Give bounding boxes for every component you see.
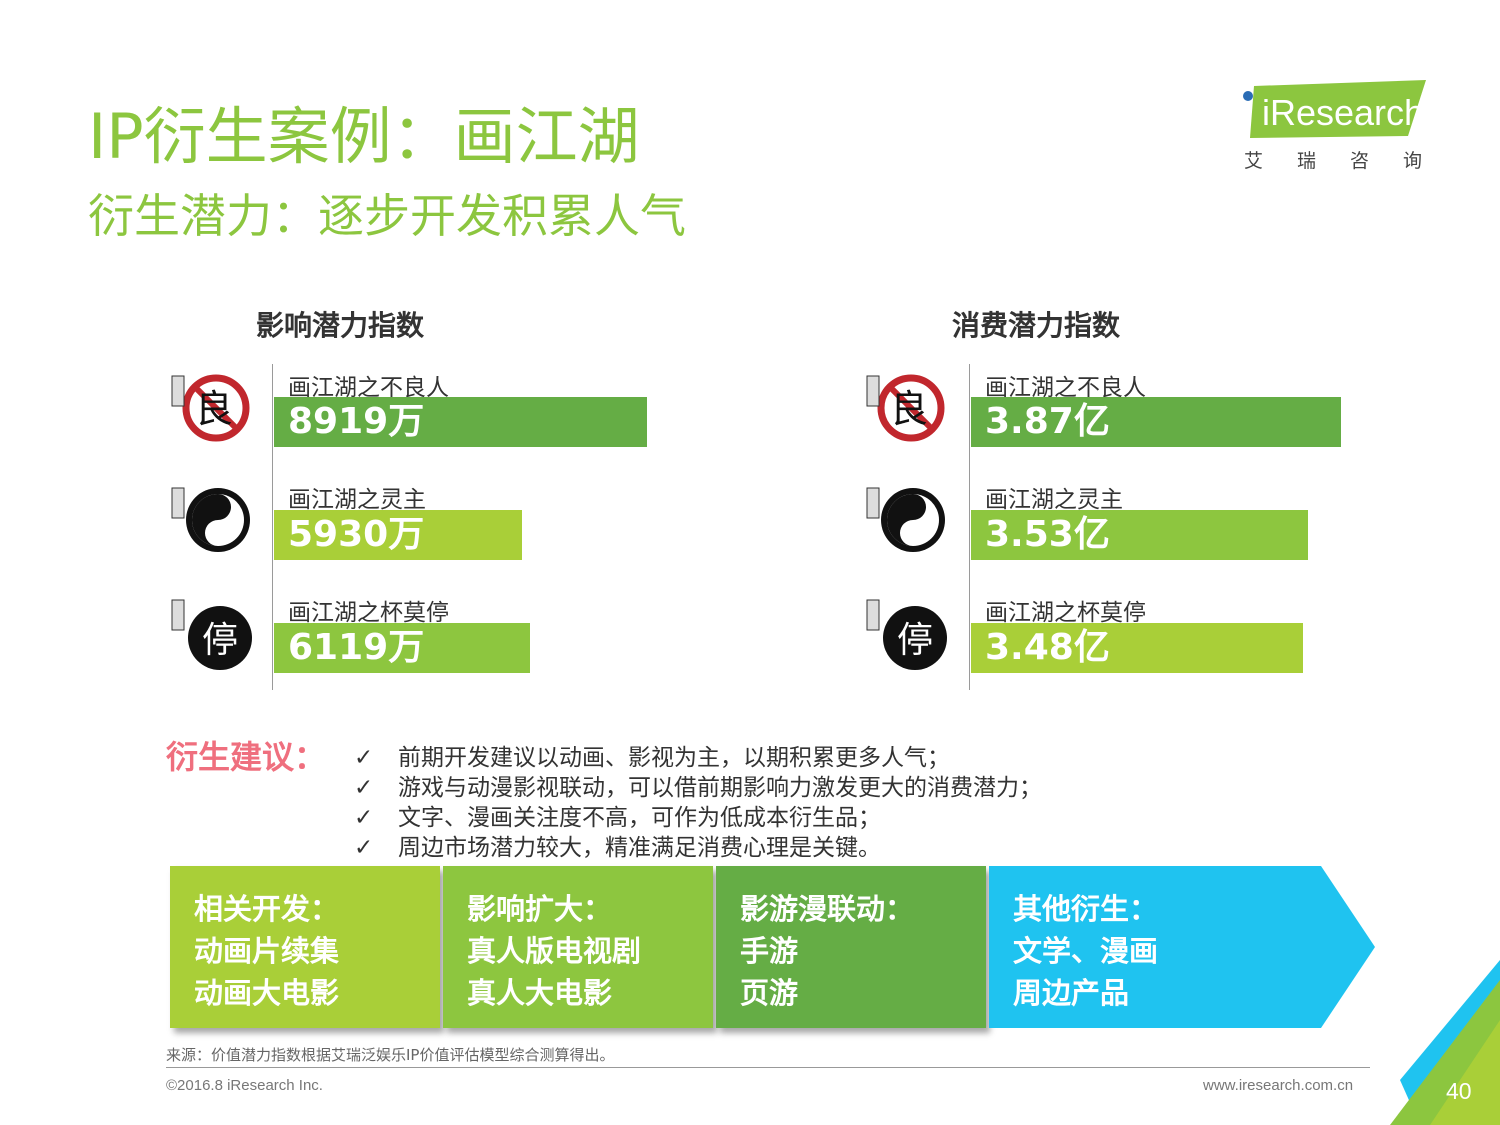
category-label: 画江湖之不良人 xyxy=(288,375,449,401)
advice-item: ✓ 游戏与动漫影视联动，可以借前期影响力激发更大的消费潜力； xyxy=(354,775,1042,801)
checkmark-icon: ✓ xyxy=(354,805,374,831)
iresearch-logo-icon xyxy=(1243,80,1426,138)
advice-item: ✓ 文字、漫画关注度不高，可作为低成本衍生品； xyxy=(354,805,881,831)
svg-text:良: 良 xyxy=(890,387,928,431)
svg-text:停: 停 xyxy=(202,620,238,661)
stage-block-2: 影响扩大： 真人版电视剧 真人大电影 xyxy=(443,866,713,1028)
logo-brand-cn: 艾瑞咨询 xyxy=(1244,150,1457,172)
advice-item: ✓ 周边市场潜力较大，精准满足消费心理是关键。 xyxy=(354,835,881,861)
seal-buliangren-icon: 良 xyxy=(866,374,945,442)
bar xyxy=(274,623,530,673)
bar xyxy=(971,510,1308,560)
advice-item: ✓ 前期开发建议以动画、影视为主，以期积累更多人气； xyxy=(354,745,950,771)
corner-triangle-decoration xyxy=(1390,960,1500,1125)
seal-beimoting-icon: 停 xyxy=(866,599,947,670)
chart-title-consumption: 消费潜力指数 xyxy=(952,309,1121,342)
seal-buliangren-icon: 良 xyxy=(171,374,250,442)
data-label: 6119万 xyxy=(288,627,425,668)
data-label: 3.48亿 xyxy=(985,627,1110,668)
stage-block-4: 其他衍生： 文学、漫画 周边产品 xyxy=(1013,892,1159,1010)
advice-label: 衍生建议： xyxy=(166,738,327,776)
checkmark-icon: ✓ xyxy=(354,775,374,801)
category-label: 画江湖之不良人 xyxy=(985,375,1146,401)
seal-lingzhu-icon xyxy=(171,487,250,552)
copyright-text: ©2016.8 iResearch Inc. xyxy=(166,1077,323,1094)
bar xyxy=(971,397,1341,447)
category-label: 画江湖之灵主 xyxy=(985,487,1123,513)
checkmark-icon: ✓ xyxy=(354,745,374,771)
category-label: 画江湖之杯莫停 xyxy=(288,600,449,626)
stage-block-1: 相关开发： 动画片续集 动画大电影 xyxy=(170,866,440,1028)
data-label: 8919万 xyxy=(288,401,425,442)
seal-lingzhu-icon xyxy=(866,487,945,552)
website-link[interactable]: www.iresearch.com.cn xyxy=(1203,1077,1354,1094)
bar xyxy=(274,510,522,560)
page-subtitle: 衍生潜力：逐步开发积累人气 xyxy=(88,189,686,243)
logo-brand-text: iResearch xyxy=(1262,92,1425,133)
page-number: 40 xyxy=(1446,1078,1472,1104)
chart-title-influence: 影响潜力指数 xyxy=(256,309,425,342)
data-label: 5930万 xyxy=(288,514,425,555)
page-title: IP衍生案例：画江湖 xyxy=(88,100,640,173)
svg-text:停: 停 xyxy=(897,620,933,661)
data-label: 3.87亿 xyxy=(985,401,1110,442)
bar xyxy=(274,397,647,447)
svg-text:良: 良 xyxy=(195,387,233,431)
source-note: 来源：价值潜力指数根据艾瑞泛娱乐IP价值评估模型综合测算得出。 xyxy=(166,1046,615,1064)
data-label: 3.53亿 xyxy=(985,514,1110,555)
checkmark-icon: ✓ xyxy=(354,835,374,861)
category-label: 画江湖之杯莫停 xyxy=(985,600,1146,626)
seal-beimoting-icon: 停 xyxy=(171,599,252,670)
category-label: 画江湖之灵主 xyxy=(288,487,426,513)
footer-divider xyxy=(166,1067,1370,1068)
bar xyxy=(971,623,1303,673)
chart-axis-influence xyxy=(272,364,273,690)
stage-block-3: 影游漫联动： 手游 页游 xyxy=(716,866,986,1028)
stage-arrow-4 xyxy=(989,866,1375,1028)
chart-axis-consumption xyxy=(969,364,970,690)
